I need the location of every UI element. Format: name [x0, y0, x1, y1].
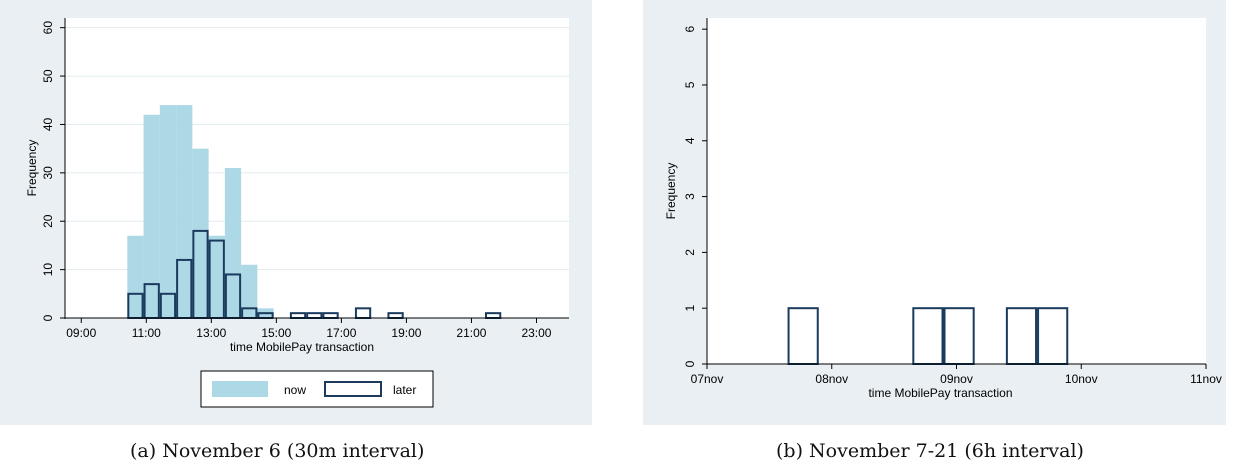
x-tick-label-b: 08nov: [815, 372, 848, 386]
chart-panel-b: 0 1 2 3 4 5 6 07nov 08nov 09nov 10nov 11nov time Mob…: [643, 0, 1226, 425]
y-tick-label-a: 30: [41, 166, 55, 180]
y-tick-label-a: 0: [41, 314, 55, 321]
x-axis-title-b: time MobilePay transaction: [868, 386, 1012, 400]
bar-now: [241, 264, 258, 318]
bar-now: [192, 148, 209, 318]
bar-now: [176, 105, 193, 318]
x-tick-label-a: 21:00: [456, 326, 486, 340]
x-tick-label-b: 11nov: [1190, 372, 1222, 386]
legend-swatch-now: [212, 381, 268, 397]
x-tick-label-b: 07nov: [691, 372, 724, 386]
x-tick-label-a: 19:00: [391, 326, 421, 340]
bar-now: [143, 114, 160, 318]
bar-now: [224, 168, 242, 318]
y-tick-label-b: 0: [683, 360, 697, 367]
x-tick-label-a: 17:00: [326, 326, 356, 340]
y-tick-label-a: 10: [41, 263, 55, 277]
y-tick-label-b: 2: [683, 249, 697, 256]
x-axis-title-a: time MobilePay transaction: [230, 340, 374, 354]
y-axis-title-b: Frequency: [664, 163, 678, 220]
plot-area-b: [707, 18, 1206, 364]
y-tick-label-b: 5: [683, 81, 697, 88]
y-tick-label-a: 60: [41, 21, 55, 35]
bar-now: [127, 235, 144, 318]
x-tick-label-a: 23:00: [521, 326, 551, 340]
x-tick-label-b: 10nov: [1065, 372, 1098, 386]
caption-a: (a) November 6 (30m interval): [130, 440, 425, 462]
x-tick-label-a: 11:00: [132, 326, 161, 340]
y-axis-title-a: Frequency: [25, 140, 39, 197]
y-tick-label-a: 50: [41, 69, 55, 83]
histogram-b: 0 1 2 3 4 5 6 07nov 08nov 09nov 10nov 11nov time Mob…: [643, 0, 1226, 425]
x-tick-label-b: 09nov: [940, 372, 973, 386]
legend-swatch-later: [324, 381, 382, 397]
bar-now: [159, 105, 177, 318]
y-tick-label-b: 6: [683, 26, 697, 33]
caption-b: (b) November 7-21 (6h interval): [776, 440, 1084, 462]
y-tick-label-b: 3: [683, 193, 697, 200]
chart-panel-a: 0 10 20 30 40 50 60 09:00 11:00 13:00 15:00 17:00 19…: [0, 0, 592, 425]
x-tick-label-a: 09:00: [66, 326, 96, 340]
y-tick-label-b: 1: [683, 305, 697, 312]
bar-now: [208, 235, 225, 318]
legend-label-now: now: [284, 383, 306, 397]
y-tick-label-a: 40: [41, 117, 55, 131]
x-tick-label-a: 15:00: [261, 326, 291, 340]
y-tick-label-b: 4: [683, 137, 697, 144]
legend-label-later: later: [393, 383, 416, 397]
y-tick-label-a: 20: [41, 214, 55, 228]
histogram-a: 0 10 20 30 40 50 60 09:00 11:00 13:00 15:00 17:00 19…: [0, 0, 592, 425]
x-tick-label-a: 13:00: [196, 326, 226, 340]
